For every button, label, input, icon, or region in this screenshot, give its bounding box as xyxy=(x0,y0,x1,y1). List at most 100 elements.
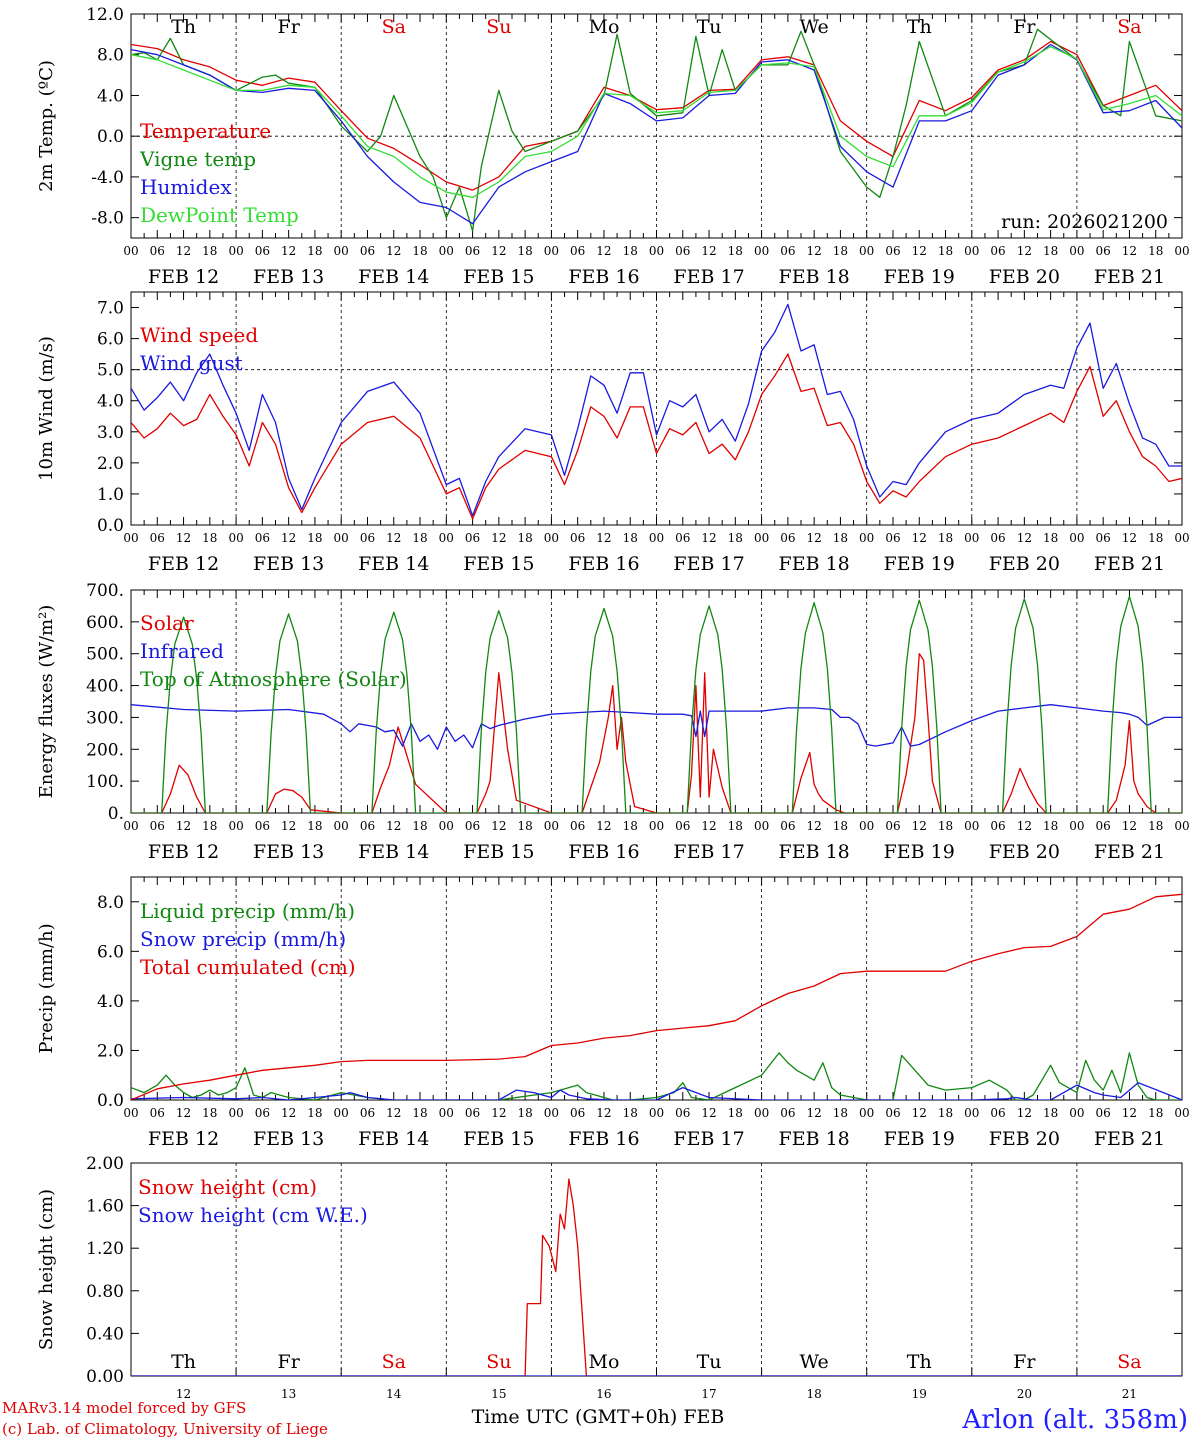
y-tick-label: -8.0 xyxy=(91,209,124,229)
y-tick-label: 0.80 xyxy=(86,1282,124,1302)
x-tick-label: 06 xyxy=(780,244,795,258)
day-number-label: 14 xyxy=(386,1387,402,1401)
x-tick-label: 06 xyxy=(885,244,900,258)
y-tick-label: 0. xyxy=(108,804,124,824)
x-tick-label: 00 xyxy=(334,531,349,545)
x-tick-label: 18 xyxy=(202,531,217,545)
x-tick-label: 18 xyxy=(1043,531,1058,545)
day-name-label: Fr xyxy=(278,1351,301,1373)
x-tick-label: 06 xyxy=(570,819,585,833)
date-label: FEB 12 xyxy=(148,841,219,863)
series-dewpoint-temp xyxy=(131,45,1182,198)
date-label: FEB 12 xyxy=(148,266,219,288)
series-liquid-precip-mm-h xyxy=(131,1052,1182,1100)
x-tick-label: 12 xyxy=(912,244,927,258)
x-tick-label: 12 xyxy=(386,531,401,545)
x-tick-label: 18 xyxy=(517,1106,532,1120)
x-tick-label: 12 xyxy=(1017,244,1032,258)
y-tick-label: 2.0 xyxy=(97,454,124,474)
series-snow-height-cm xyxy=(131,1178,1182,1376)
y-tick-label: 0.0 xyxy=(97,1091,124,1111)
x-tick-label: 06 xyxy=(675,819,690,833)
x-tick-label: 12 xyxy=(491,244,506,258)
date-label: FEB 19 xyxy=(884,553,955,575)
x-tick-label: 00 xyxy=(544,244,559,258)
x-tick-label: 06 xyxy=(465,1106,480,1120)
x-tick-label: 06 xyxy=(360,531,375,545)
x-tick-label: 12 xyxy=(596,1106,611,1120)
y-tick-label: 0.00 xyxy=(86,1367,124,1387)
x-tick-label: 00 xyxy=(123,244,138,258)
day-name-label: Fr xyxy=(278,16,301,38)
x-tick-label: 06 xyxy=(150,244,165,258)
date-label: FEB 13 xyxy=(253,553,324,575)
legend-entry: Temperature xyxy=(140,119,271,143)
x-tick-label: 12 xyxy=(1122,1106,1137,1120)
x-tick-label: 18 xyxy=(307,244,322,258)
x-tick-label: 12 xyxy=(176,819,191,833)
y-tick-label: 0.40 xyxy=(86,1324,124,1344)
x-tick-label: 18 xyxy=(1043,1106,1058,1120)
day-name-label: Th xyxy=(907,16,932,38)
y-tick-label: 1.60 xyxy=(86,1197,124,1217)
date-label: FEB 16 xyxy=(568,553,639,575)
x-tick-label: 00 xyxy=(123,1106,138,1120)
model-credit: MARv3.14 model forced by GFS xyxy=(2,1399,246,1417)
y-tick-label: 1.0 xyxy=(97,485,124,505)
x-tick-label: 12 xyxy=(912,1106,927,1120)
panel-energy: 0. 100. 200. 300. 400. 500. 600. 700. 00 06 12 18 00… xyxy=(36,581,1190,863)
x-tick-label: 06 xyxy=(675,1106,690,1120)
x-tick-label: 06 xyxy=(465,531,480,545)
y-axis-label: Snow height (cm) xyxy=(36,1189,57,1350)
x-tick-label: 18 xyxy=(728,1106,743,1120)
x-tick-label: 00 xyxy=(964,531,979,545)
x-tick-label: 06 xyxy=(360,1106,375,1120)
x-tick-label: 18 xyxy=(938,531,953,545)
x-tick-label: 00 xyxy=(859,244,874,258)
date-label: FEB 13 xyxy=(253,266,324,288)
lab-credit: (c) Lab. of Climatology, University of L… xyxy=(2,1420,328,1438)
day-number-label: 12 xyxy=(176,1387,191,1401)
x-tick-label: 18 xyxy=(1148,1106,1163,1120)
legend-entry: Liquid precip (mm/h) xyxy=(140,899,355,923)
series-solar xyxy=(131,653,1182,813)
y-tick-label: -4.0 xyxy=(91,168,124,188)
y-tick-label: 8.0 xyxy=(97,893,124,913)
x-tick-label: 00 xyxy=(859,531,874,545)
day-number-label: 17 xyxy=(701,1387,716,1401)
x-tick-label: 00 xyxy=(1174,244,1189,258)
x-tick-label: 12 xyxy=(386,819,401,833)
panel-precip: 0.0 2.0 4.0 6.0 8.0 00 06 12 18 00 06 12 18 00 06 12 18 0… xyxy=(36,876,1190,1150)
legend-entry: Snow height (cm) xyxy=(138,1175,317,1199)
day-number-label: 16 xyxy=(596,1387,611,1401)
x-tick-label: 12 xyxy=(491,531,506,545)
x-tick-label: 00 xyxy=(964,1106,979,1120)
x-tick-label: 06 xyxy=(780,819,795,833)
date-label: FEB 18 xyxy=(779,1128,850,1150)
day-name-label: Sa xyxy=(1117,1351,1141,1373)
x-tick-label: 06 xyxy=(570,1106,585,1120)
x-tick-label: 00 xyxy=(649,819,664,833)
series-temperature xyxy=(131,40,1182,191)
x-tick-label: 18 xyxy=(728,531,743,545)
x-tick-label: 18 xyxy=(412,1106,427,1120)
x-tick-label: 06 xyxy=(990,244,1005,258)
x-tick-label: 12 xyxy=(701,1106,716,1120)
y-axis-label: Energy fluxes (W/m²) xyxy=(36,605,57,799)
x-tick-label: 18 xyxy=(623,244,638,258)
x-tick-label: 18 xyxy=(938,819,953,833)
x-tick-label: 00 xyxy=(439,244,454,258)
day-name-label: We xyxy=(800,16,829,38)
series-total-cumulated-cm xyxy=(131,893,1182,1100)
date-label: FEB 13 xyxy=(253,841,324,863)
day-name-label: Sa xyxy=(382,1351,406,1373)
y-tick-label: 6.0 xyxy=(97,942,124,962)
date-label: FEB 20 xyxy=(989,841,1060,863)
x-tick-label: 06 xyxy=(1096,244,1111,258)
day-number-label: 18 xyxy=(807,1387,822,1401)
x-tick-label: 06 xyxy=(1096,1106,1111,1120)
x-tick-label: 00 xyxy=(754,244,769,258)
x-tick-label: 00 xyxy=(334,1106,349,1120)
y-tick-label: 500. xyxy=(86,645,124,665)
x-tick-label: 12 xyxy=(176,1106,191,1120)
